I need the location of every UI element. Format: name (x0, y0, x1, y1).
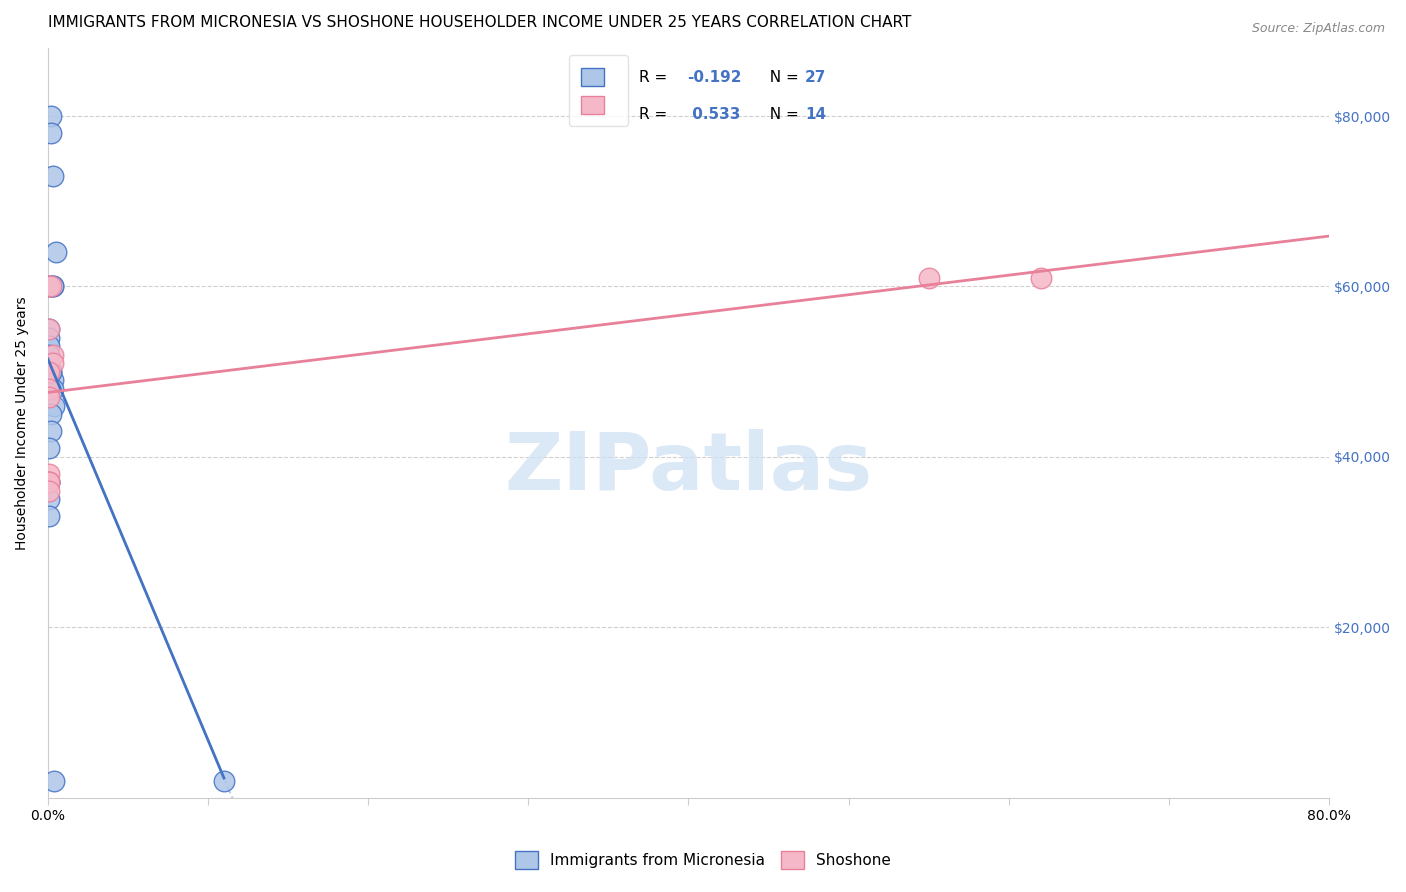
Point (38, 279, 60, 293)
Point (39, 365, 62, 379)
Point (38, 382, 60, 396)
Point (38, 475, 60, 490)
Point (39, 365, 62, 379)
Point (44, 399, 66, 413)
Point (39, 109, 62, 123)
Point (212, 773, 235, 788)
Point (38, 483, 60, 498)
Point (41, 348, 63, 362)
Point (38, 475, 60, 490)
Text: IMMIGRANTS FROM MICRONESIA VS SHOSHONE HOUSEHOLDER INCOME UNDER 25 YEARS CORRELA: IMMIGRANTS FROM MICRONESIA VS SHOSHONE H… (48, 15, 911, 30)
Point (41, 356, 63, 370)
Point (45, 245, 67, 260)
Legend: Immigrants from Micronesia, Shoshone: Immigrants from Micronesia, Shoshone (509, 845, 897, 875)
Point (1029, 271, 1052, 285)
Point (38, 475, 60, 490)
Point (38, 322, 60, 336)
Y-axis label: Householder Income Under 25 years: Householder Income Under 25 years (15, 296, 30, 549)
Point (41, 382, 63, 396)
Point (917, 271, 939, 285)
Text: R =: R = (638, 70, 672, 86)
Point (38, 330, 60, 344)
Point (44, 773, 66, 788)
Text: R =: R = (638, 107, 672, 121)
Point (39, 279, 62, 293)
Point (39, 279, 62, 293)
Text: -0.192: -0.192 (688, 70, 742, 86)
Point (38, 509, 60, 524)
Point (39, 126, 62, 140)
Point (38, 390, 60, 404)
Point (38, 322, 60, 336)
Point (38, 348, 60, 362)
Point (38, 279, 60, 293)
Point (41, 373, 63, 387)
Point (41, 279, 63, 293)
Point (41, 169, 63, 183)
Point (38, 365, 60, 379)
Point (39, 424, 62, 438)
Point (38, 339, 60, 353)
Point (38, 492, 60, 507)
Text: 27: 27 (806, 70, 827, 86)
Point (38, 442, 60, 456)
Point (39, 407, 62, 421)
Legend: , : , (569, 55, 628, 127)
Point (41, 279, 63, 293)
Text: 0.533: 0.533 (688, 107, 741, 121)
Text: N =: N = (761, 107, 804, 121)
Point (38, 356, 60, 370)
Text: ZIPatlas: ZIPatlas (505, 429, 873, 507)
Text: 14: 14 (806, 107, 827, 121)
Point (38, 467, 60, 481)
Text: Source: ZipAtlas.com: Source: ZipAtlas.com (1251, 22, 1385, 36)
Point (38, 475, 60, 490)
Text: N =: N = (761, 70, 804, 86)
